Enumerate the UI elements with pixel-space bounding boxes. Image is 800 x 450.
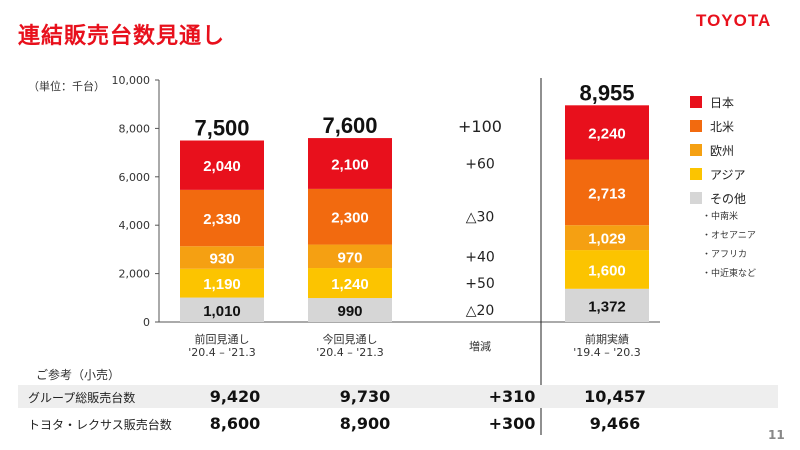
bar-segment-label: 2,100 xyxy=(331,156,369,173)
legend-label: 北米 xyxy=(710,120,735,134)
region-item: ・アフリカ xyxy=(702,250,748,260)
x-category-label: '20.4 – '21.3 xyxy=(316,346,384,359)
bar-segment xyxy=(565,288,649,322)
change-label: △30 xyxy=(466,210,495,226)
row-value-prior-actual: 9,466 xyxy=(589,414,641,433)
legend-label: その他 xyxy=(710,192,747,206)
row-label: グループ総販売台数 xyxy=(28,391,136,405)
bar-segment xyxy=(180,189,264,247)
row-value-change: +300 xyxy=(488,414,536,433)
bar-segment xyxy=(180,268,264,298)
change-label: +40 xyxy=(465,249,495,265)
legend-item-north-america: 北米 xyxy=(690,118,790,134)
bar-segment-label: 1,029 xyxy=(588,231,626,248)
bar-segment-label: 930 xyxy=(209,251,234,268)
legend-item-other: その他 xyxy=(690,190,790,206)
change-label: △20 xyxy=(466,303,495,319)
reference-label: ご参考（小売） xyxy=(36,368,121,382)
bar-segment-label: 1,010 xyxy=(203,303,241,320)
y-tick-label: 6,000 xyxy=(119,171,151,184)
x-category-label: 今回見通し xyxy=(323,332,378,346)
change-total-label: +100 xyxy=(458,117,502,136)
bar-total-label: 7,500 xyxy=(194,116,249,141)
bar-segment-label: 1,240 xyxy=(331,276,369,293)
bar-segment-label: 2,300 xyxy=(331,210,369,227)
row-label: トヨタ・レクサス販売台数 xyxy=(28,418,172,432)
reference-row-toyota-lexus: トヨタ・レクサス販売台数 8,600 8,900 +300 9,466 xyxy=(18,412,778,435)
bar-segment-label: 1,190 xyxy=(203,276,241,293)
page-number: 11 xyxy=(768,428,785,442)
bar-segment xyxy=(180,246,264,269)
x-category-label: 増減 xyxy=(469,339,491,353)
legend-swatch xyxy=(690,144,702,156)
bar-segment xyxy=(180,297,264,322)
bar-segment xyxy=(180,140,264,190)
region-item: ・中南米 xyxy=(702,212,739,222)
change-label: +60 xyxy=(465,156,495,172)
bar-segment-label: 2,330 xyxy=(203,211,241,228)
bar-segment-label: 1,600 xyxy=(588,262,626,279)
change-label: +50 xyxy=(465,276,495,292)
x-category-label: '19.4 – '20.3 xyxy=(573,346,641,359)
legend-swatch xyxy=(690,192,702,204)
bar-total-label: 8,955 xyxy=(579,80,634,105)
bar-segment xyxy=(565,250,649,289)
legend-swatch xyxy=(690,120,702,132)
bar-segment xyxy=(308,138,392,189)
legend-item-japan: 日本 xyxy=(690,94,790,110)
bar-segment xyxy=(565,225,649,251)
legend-item-europe: 欧州 xyxy=(690,142,790,158)
legend-swatch xyxy=(690,168,702,180)
bar-segment xyxy=(565,105,649,160)
y-tick-label: 4,000 xyxy=(119,219,151,232)
row-value-current-forecast: 8,900 xyxy=(339,414,391,433)
bar-segment xyxy=(308,268,392,299)
row-value-prior-actual: 10,457 xyxy=(584,387,646,406)
region-item: ・オセアニア xyxy=(702,231,756,241)
bar-segment-label: 990 xyxy=(337,303,362,320)
region-item: ・中近東など xyxy=(702,269,757,279)
bar-segment xyxy=(308,298,392,322)
legend-item-asia: アジア xyxy=(690,166,790,182)
y-tick-label: 10,000 xyxy=(112,74,151,87)
reference-row-group-total: グループ総販売台数 9,420 9,730 +310 10,457 xyxy=(18,385,778,408)
bar-segment-label: 1,372 xyxy=(588,298,626,315)
page-title: 連結販売台数見通し xyxy=(18,24,226,49)
legend-label: アジア xyxy=(710,168,746,182)
bar-total-label: 7,600 xyxy=(322,113,377,138)
unit-label: （単位：千台） xyxy=(28,80,105,93)
bar-segment-label: 2,713 xyxy=(588,185,626,202)
bar-segment-label: 2,040 xyxy=(203,158,241,175)
legend-swatch xyxy=(690,96,702,108)
y-tick-label: 2,000 xyxy=(119,268,151,281)
bar-segment-label: 2,240 xyxy=(588,125,626,142)
bar-segment xyxy=(308,188,392,245)
row-value-previous-forecast: 8,600 xyxy=(209,414,261,433)
legend-label: 欧州 xyxy=(710,144,735,158)
legend-label: 日本 xyxy=(710,96,735,110)
row-value-current-forecast: 9,730 xyxy=(339,387,391,406)
bar-segment xyxy=(565,159,649,226)
bar-segment-label: 970 xyxy=(337,249,362,266)
x-category-label: 前期実績 xyxy=(585,332,629,346)
bar-segment xyxy=(308,244,392,269)
row-value-previous-forecast: 9,420 xyxy=(209,387,261,406)
other-regions-list: ・中南米 ・オセアニア ・アフリカ ・中近東など xyxy=(702,209,756,285)
x-category-label: '20.4 – '21.3 xyxy=(188,346,256,359)
y-tick-label: 0 xyxy=(143,316,150,329)
y-tick-label: 8,000 xyxy=(119,122,151,135)
row-value-change: +310 xyxy=(488,387,536,406)
toyota-logo: TOYOTA xyxy=(696,11,772,30)
x-category-label: 前回見通し xyxy=(195,332,250,346)
